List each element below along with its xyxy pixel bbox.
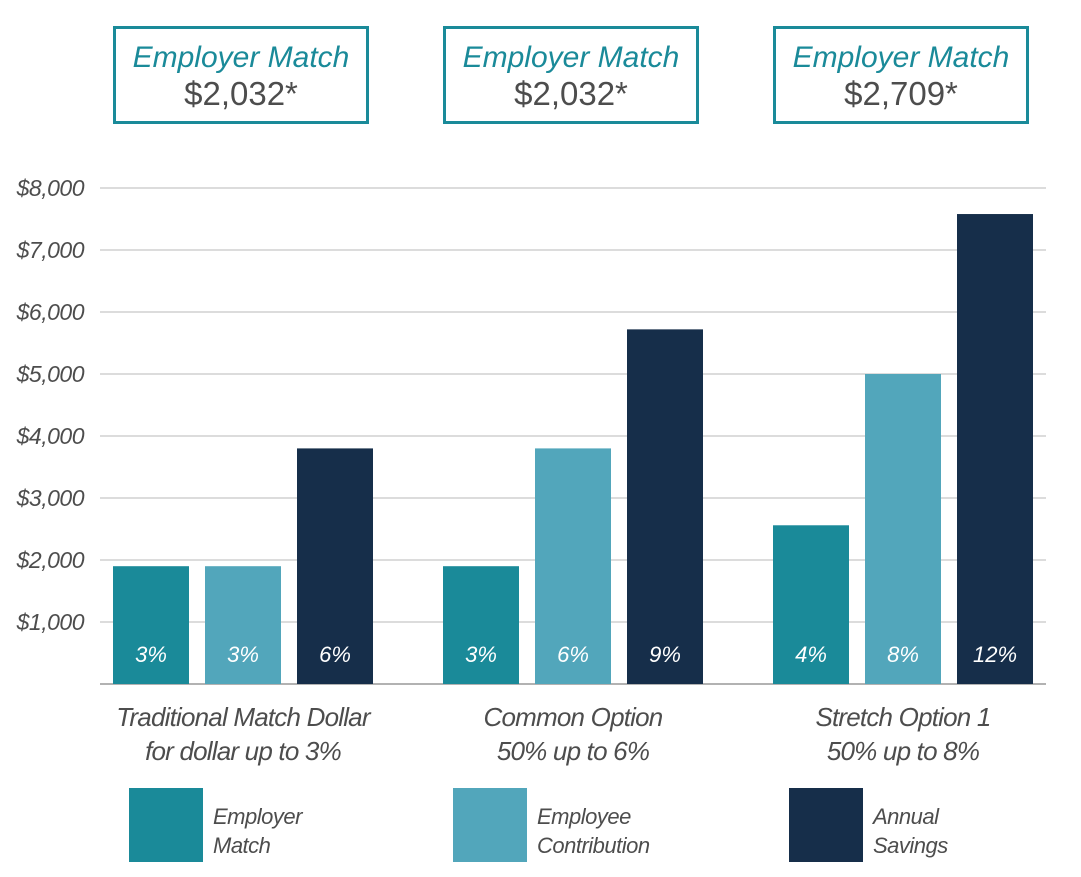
y-tick-label: $3,000 <box>16 485 85 511</box>
callout-title: Employer Match <box>462 41 680 74</box>
x-category-label: Stretch Option 1 <box>815 702 990 732</box>
legend-label: Employee Contribution <box>537 804 650 858</box>
bar-value-label: 9% <box>649 642 681 667</box>
y-tick-label: $1,000 <box>16 609 85 635</box>
callout-box-common: Employer Match $2,032* <box>443 26 699 124</box>
bar <box>865 374 941 684</box>
callout-title: Employer Match <box>132 41 350 74</box>
bar-value-label: 3% <box>135 642 167 667</box>
bar-value-label: 3% <box>465 642 497 667</box>
y-tick-label: $7,000 <box>16 237 85 263</box>
callout-value: $2,032* <box>184 75 298 112</box>
x-category-label: Common Option <box>484 702 663 732</box>
y-tick-label: $6,000 <box>16 299 85 325</box>
bar-value-label: 3% <box>227 642 259 667</box>
callout-value: $2,709* <box>844 75 958 112</box>
bar-value-label: 6% <box>557 642 589 667</box>
callout-title: Employer Match <box>792 41 1010 74</box>
legend-label: Annual Savings <box>873 804 948 858</box>
bar <box>957 214 1033 685</box>
legend-swatch <box>789 788 863 862</box>
legend-swatch <box>453 788 527 862</box>
callout-box-stretch: Employer Match $2,709* <box>773 26 1029 124</box>
bar <box>205 566 281 684</box>
bar-chart: $1,000 $2,000 $3,000 $4,000 $5,000 $6,000 $7,0… <box>16 175 1046 766</box>
bar <box>773 525 849 684</box>
bar <box>535 448 611 684</box>
bar-value-label: 12% <box>973 642 1017 667</box>
x-category-label: for dollar up to 3% <box>145 736 341 766</box>
bar <box>627 329 703 684</box>
y-tick-label: $5,000 <box>16 361 85 387</box>
bar-value-label: 6% <box>319 642 351 667</box>
bar <box>113 566 189 684</box>
bar <box>443 566 519 684</box>
x-category-label: 50% up to 8% <box>827 736 979 766</box>
y-tick-label: $8,000 <box>16 175 85 201</box>
legend-label: Employer Match <box>213 804 302 858</box>
y-tick-label: $2,000 <box>16 547 85 573</box>
x-category-label: Traditional Match Dollar <box>116 702 372 732</box>
x-category-label: 50% up to 6% <box>497 736 649 766</box>
bar-value-label: 8% <box>887 642 919 667</box>
callout-value: $2,032* <box>514 75 628 112</box>
bar <box>297 448 373 684</box>
y-tick-label: $4,000 <box>16 423 85 449</box>
bar-value-label: 4% <box>795 642 827 667</box>
callout-box-traditional: Employer Match $2,032* <box>113 26 369 124</box>
legend-swatch <box>129 788 203 862</box>
